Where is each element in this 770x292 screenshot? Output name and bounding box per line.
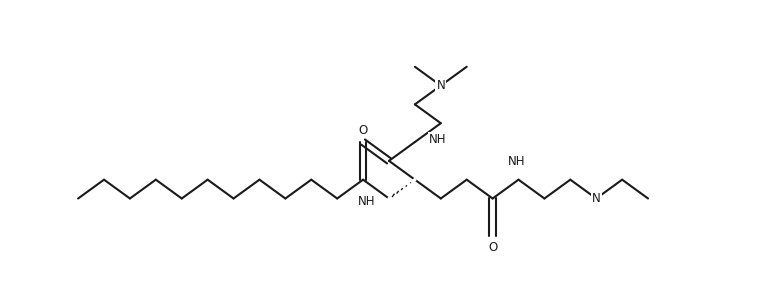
Text: O: O (359, 123, 368, 136)
Text: N: N (437, 79, 445, 92)
Text: O: O (359, 124, 368, 137)
Text: N: N (592, 192, 601, 205)
Text: NH: NH (429, 133, 447, 146)
Text: NH: NH (507, 155, 525, 168)
Text: O: O (488, 241, 497, 254)
Text: NH: NH (357, 195, 375, 208)
